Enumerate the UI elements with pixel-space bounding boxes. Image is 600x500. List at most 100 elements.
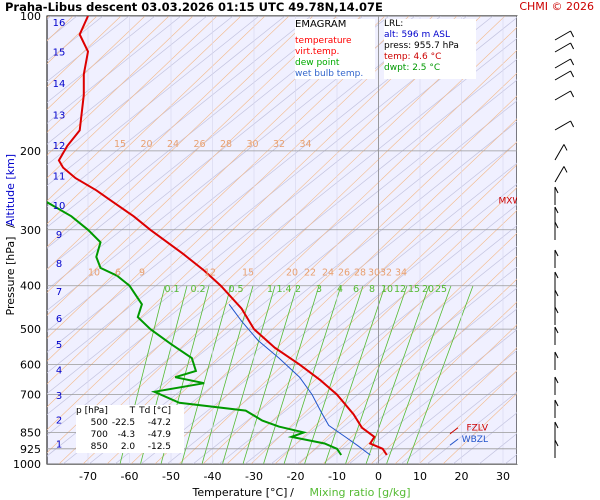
wind-barb-icon	[554, 289, 559, 308]
wind-barb-icon	[554, 306, 559, 325]
moist-adiabat-line	[47, 16, 146, 110]
copyright-link[interactable]: CHMI © 2026	[519, 0, 594, 13]
cell-td: -47.9	[147, 430, 172, 440]
station-info: LRL: alt: 596 m ASL press: 955.7 hPa tem…	[384, 19, 476, 79]
cell-p: 700	[90, 430, 108, 440]
wind-barb-icon	[554, 271, 559, 290]
moist-adiabat-line	[47, 16, 482, 431]
moist-adiabat-line	[47, 16, 266, 225]
pressure-tick-label: 300	[20, 224, 41, 237]
cell-p: 500	[90, 418, 108, 428]
altitude-tick-label: 9	[56, 230, 62, 241]
dry-adiabat-line	[47, 17, 517, 395]
mixing-ratio-line	[222, 285, 276, 464]
moist-adiabat-line	[274, 232, 517, 464]
moist-adiabat-label: 32	[273, 139, 285, 150]
altitude-tick-label: 6	[56, 314, 62, 325]
y-axis-label-secondary: Altitude [km]	[4, 154, 17, 226]
moist-adiabat-line	[106, 72, 517, 464]
dry-adiabat-line	[47, 16, 286, 207]
dry-adiabat-line	[166, 183, 517, 464]
x-axis-label: Temperature [°C]	[192, 486, 288, 499]
moist-adiabat-line	[346, 301, 517, 464]
y-axis-label-group: Pressure [hPa] /Altitude [km]	[4, 154, 17, 316]
moist-adiabat-label: 20	[286, 268, 298, 279]
temperature-tick-label: -30	[245, 470, 263, 483]
temperature-tick-label: 0	[375, 470, 382, 483]
legend: EMAGRAM temperature virt.temp. dew point…	[295, 19, 375, 79]
moist-adiabat-label: 22	[304, 268, 316, 279]
axis-separator: /	[4, 224, 17, 228]
altitude-tick-label: 16	[53, 18, 66, 29]
dry-adiabat-line	[374, 349, 517, 464]
annotation-line	[449, 427, 459, 435]
altitude-tick-label: 15	[53, 47, 66, 58]
moist-adiabat-label: 28	[220, 139, 232, 150]
moist-adiabat-line	[178, 141, 517, 464]
altitude-tick-label: 2	[56, 415, 62, 426]
wind-barb-icon	[554, 326, 559, 345]
mixing-ratio-label: 2	[295, 284, 301, 295]
wind-barb-icon	[554, 120, 575, 131]
moist-adiabat-line	[202, 164, 517, 464]
dry-adiabat-line	[140, 162, 517, 464]
altitude-tick-label: 12	[53, 141, 66, 152]
annotation-line	[449, 438, 459, 446]
dry-adiabat-line	[244, 245, 517, 464]
moist-adiabat-label: 12	[204, 268, 216, 279]
dry-adiabat-line	[47, 16, 468, 353]
dry-adiabat-line	[62, 100, 517, 464]
mixing-ratio-label: 25	[435, 284, 447, 295]
mixing-ratio-line	[263, 285, 320, 464]
mixing-ratio-label: 3	[316, 284, 322, 295]
mixing-ratio-label: 20	[422, 284, 434, 295]
altitude-tick-label: 10	[53, 201, 66, 212]
annotation-wbzl: WBZL	[462, 435, 488, 445]
wind-barb-icon	[554, 421, 559, 440]
moist-adiabat-label: 9	[139, 268, 145, 279]
annotation-fzlv: FZLV	[466, 424, 488, 434]
wind-barb-icon	[554, 351, 559, 370]
levels-table-header: p [hPa] T Td [°C]	[76, 405, 175, 417]
moist-adiabat-label: 20	[140, 139, 152, 150]
mixing-ratio-line	[242, 285, 298, 464]
series-line-dew-point	[47, 201, 343, 456]
mixing-ratio-label: 4	[337, 284, 343, 295]
dry-adiabat-line	[47, 16, 312, 228]
mixing-ratio-label: 15	[408, 284, 420, 295]
col-temp: T	[129, 406, 136, 416]
table-row: 500 -22.5 -47.2	[76, 417, 175, 429]
mixing-ratio-label: 1.4	[276, 284, 291, 295]
altitude-tick-label: 1	[56, 440, 62, 451]
moist-adiabat-line	[47, 16, 362, 316]
altitude-tick-label: 3	[56, 391, 62, 402]
altitude-tick-label: 11	[53, 171, 66, 182]
annotation-mxws: MXWS	[498, 196, 527, 206]
dry-adiabat-line	[322, 308, 517, 464]
mixing-ratio-label: 8	[369, 284, 375, 295]
moist-adiabat-line	[154, 118, 517, 464]
wind-barb-icon	[554, 58, 575, 69]
wind-barb-icon	[554, 70, 575, 81]
series-line-wet-bulb-temp-	[228, 304, 371, 456]
moist-adiabat-line	[82, 49, 517, 464]
moist-adiabat-label: 15	[242, 268, 254, 279]
dry-adiabat-line	[296, 287, 517, 464]
pressure-tick-label: 100	[20, 10, 41, 23]
moist-adiabat-line	[130, 95, 517, 464]
temperature-tick-label: -10	[328, 470, 346, 483]
moist-adiabat-label: 15	[114, 139, 126, 150]
moist-adiabat-line	[47, 16, 314, 270]
moist-adiabat-label: 32	[380, 268, 392, 279]
moist-adiabat-line	[0, 16, 1, 464]
wind-barb-icon	[554, 186, 559, 205]
moist-adiabat-label: 10	[88, 268, 100, 279]
mixing-ratio-line	[365, 285, 430, 464]
dry-adiabat-line	[47, 16, 494, 374]
moist-adiabat-line	[394, 347, 517, 464]
legend-item-dew-point: dew point	[295, 58, 340, 68]
mixing-ratio-label: 0.5	[228, 284, 243, 295]
wind-barb-icon	[554, 249, 559, 268]
cell-td: -12.5	[147, 442, 172, 452]
moist-adiabat-line	[298, 255, 517, 464]
